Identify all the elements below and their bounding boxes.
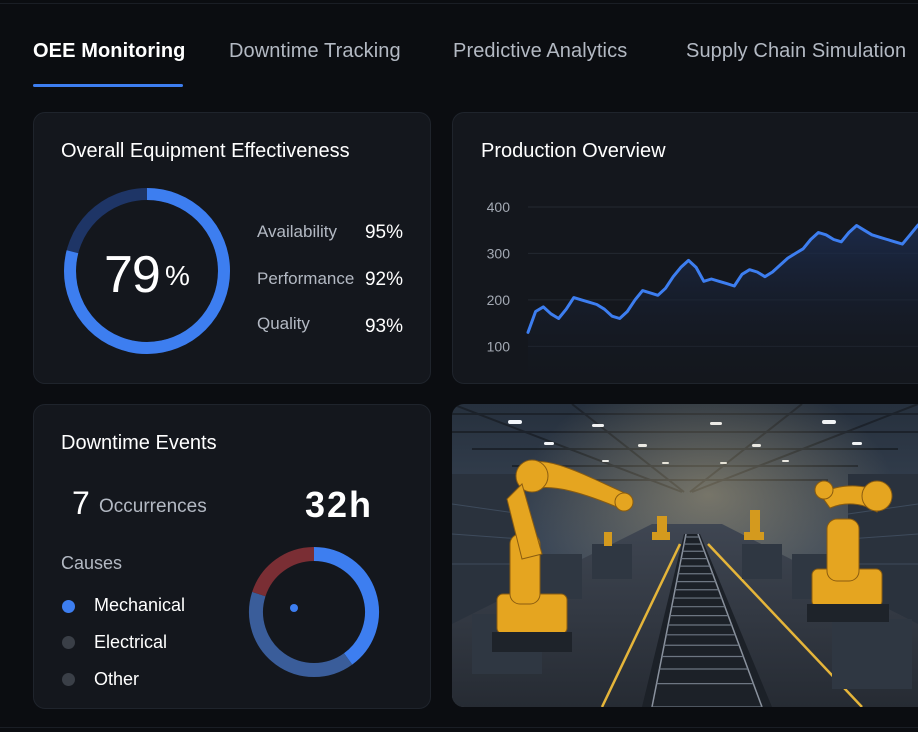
downtime-card: Downtime Events 7 Occurrences 32h Causes… bbox=[33, 404, 431, 709]
y-tick-label: 100 bbox=[487, 338, 511, 354]
cause-electrical: Electrical bbox=[94, 632, 168, 652]
production-card: Production Overview 100 200 300 400 bbox=[452, 112, 918, 384]
tab-bar: OEE Monitoring Downtime Tracking Predict… bbox=[0, 0, 918, 90]
causes-label: Causes bbox=[61, 553, 123, 573]
tab-supply-chain-simulation[interactable]: Supply Chain Simulation bbox=[686, 40, 907, 62]
production-area bbox=[528, 225, 918, 378]
production-series-line bbox=[526, 223, 918, 334]
cause-mechanical: Mechanical bbox=[94, 595, 186, 615]
downtime-title: Downtime Events bbox=[61, 432, 217, 454]
oee-value: 79 bbox=[104, 246, 161, 304]
quality-value: 93% bbox=[364, 316, 403, 337]
y-tick-label: 400 bbox=[487, 199, 511, 215]
cause-other: Other bbox=[94, 669, 140, 689]
tab-oee-monitoring[interactable]: OEE Monitoring bbox=[33, 40, 186, 62]
downtime-hours: 32h bbox=[305, 484, 374, 525]
factory-floor-image bbox=[452, 404, 918, 707]
factory-illustration bbox=[452, 404, 918, 707]
y-tick-label: 300 bbox=[487, 245, 511, 261]
donut-segment-mechanical bbox=[313, 547, 379, 665]
mechanical-dot bbox=[62, 600, 75, 613]
bottom-divider bbox=[0, 727, 918, 728]
tab-downtime-tracking[interactable]: Downtime Tracking bbox=[229, 40, 401, 62]
oee-title: Overall Equipment Effectiveness bbox=[61, 140, 350, 162]
performance-value: 92% bbox=[364, 269, 403, 290]
availability-label: Availability bbox=[257, 222, 338, 241]
production-title: Production Overview bbox=[481, 140, 666, 162]
occurrences-label: Occurrences bbox=[99, 496, 207, 517]
occurrences-count: 7 bbox=[72, 485, 90, 521]
y-tick-label: 200 bbox=[487, 292, 511, 308]
availability-value: 95% bbox=[364, 222, 403, 243]
top-divider bbox=[0, 3, 918, 4]
oee-gauge-progress bbox=[64, 188, 230, 354]
donut-segment-other bbox=[252, 547, 315, 597]
donut-segment-electrical bbox=[249, 591, 353, 677]
performance-label: Performance bbox=[257, 269, 355, 288]
active-tab-indicator bbox=[33, 84, 183, 87]
tab-predictive-analytics[interactable]: Predictive Analytics bbox=[453, 40, 628, 62]
production-chart: 100 200 300 400 bbox=[487, 199, 918, 378]
other-dot bbox=[62, 673, 75, 686]
quality-label: Quality bbox=[257, 314, 310, 333]
electrical-dot bbox=[62, 636, 75, 649]
downtime-donut bbox=[249, 547, 379, 677]
oee-unit: % bbox=[165, 260, 190, 291]
oee-card: Overall Equipment Effectiveness 79 % Ava… bbox=[33, 112, 431, 384]
donut-center-dot bbox=[290, 604, 298, 612]
oee-gauge bbox=[64, 188, 230, 354]
